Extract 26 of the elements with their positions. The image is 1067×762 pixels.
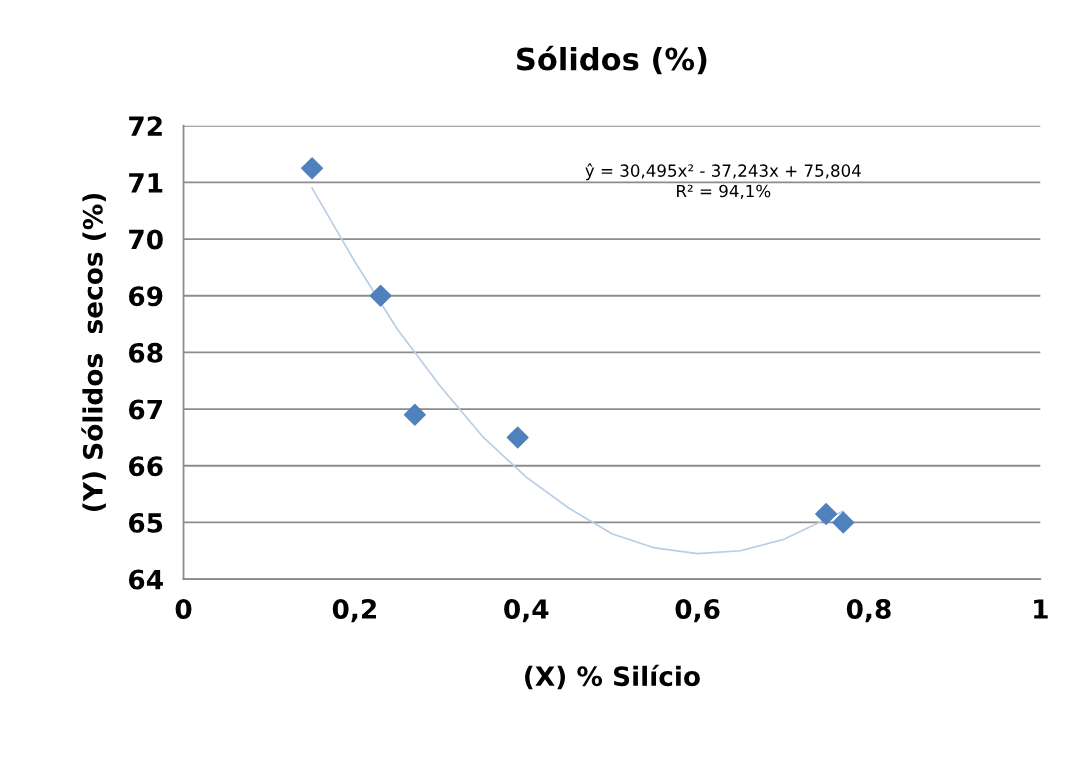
y-tick-label: 64: [128, 569, 163, 590]
point: [369, 284, 392, 307]
y-tick-label: 68: [128, 342, 163, 363]
x-tick-label: 0,4: [504, 599, 549, 623]
x-axis-title: (X) % Silício: [525, 664, 700, 690]
y-tick-label: 66: [128, 456, 163, 477]
y-tick-label: 65: [128, 512, 163, 533]
annotation: R² = 94,1%: [677, 184, 771, 200]
point: [403, 403, 426, 426]
x-tick-label: 0,8: [846, 599, 891, 623]
y-tick-label: 71: [129, 173, 163, 193]
y-axis-title: (Y) Sólidos secos (%): [81, 193, 106, 511]
point: [815, 502, 838, 525]
x-tick-label: 1: [1034, 599, 1048, 619]
y-tick-label: 70: [129, 229, 163, 250]
chart-title: Sólidos (%): [517, 45, 707, 75]
y-tick-label: 69: [128, 286, 163, 307]
x-tick-label: 0,6: [675, 599, 720, 623]
point: [832, 511, 855, 534]
x-tick-label: 0,2: [332, 599, 376, 623]
point: [506, 426, 529, 449]
point: [301, 157, 324, 180]
x-tick-label: 0: [175, 599, 192, 619]
y-tick-label: 67: [128, 399, 162, 420]
annotation: ŷ = 30,495x² - 37,243x + 75,804: [585, 163, 861, 181]
y-tick-label: 72: [129, 116, 162, 136]
